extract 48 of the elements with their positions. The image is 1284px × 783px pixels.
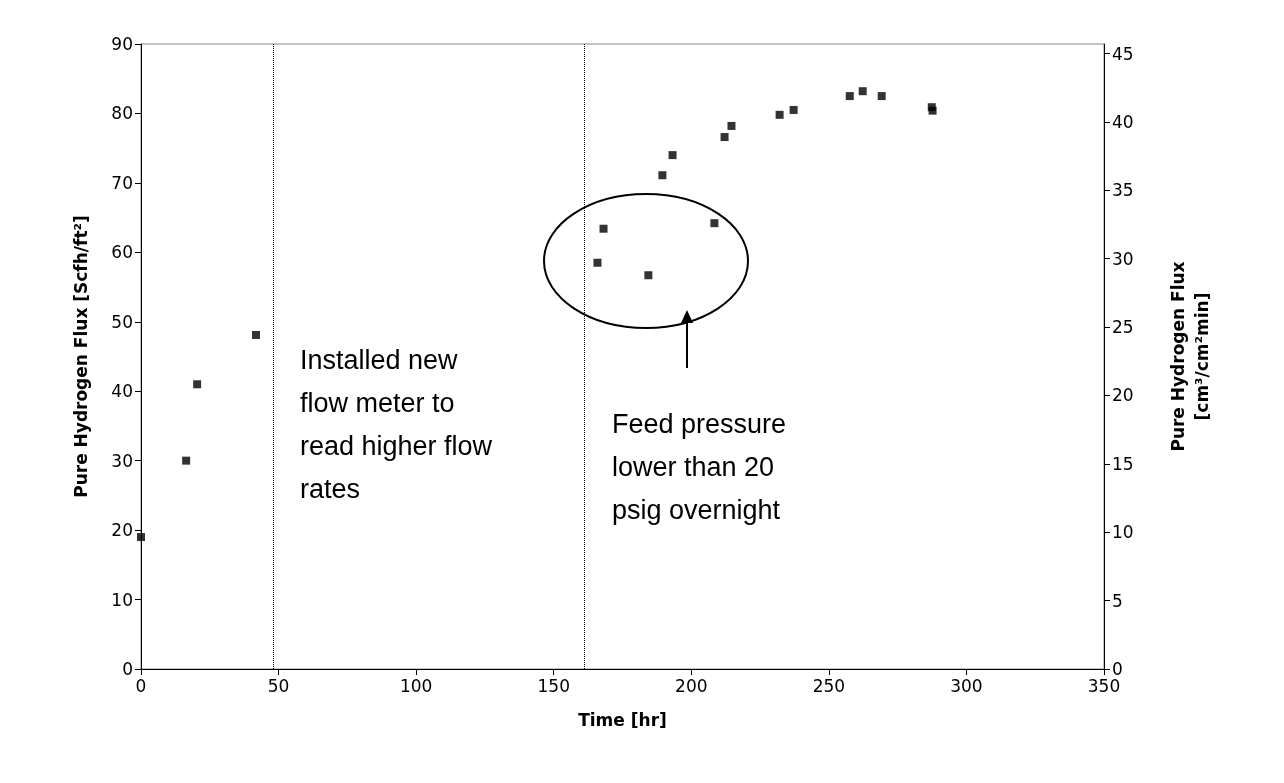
y-tick-label: 50 — [111, 311, 133, 332]
x-tick-label: 0 — [135, 675, 147, 696]
point — [644, 271, 653, 280]
x-axis-title: Time [hr] — [578, 709, 667, 730]
point — [727, 121, 736, 130]
y-tick-label: 20 — [111, 520, 133, 541]
point — [593, 258, 602, 267]
point — [658, 171, 667, 180]
point — [775, 110, 784, 119]
y2-tick-label: 35 — [1112, 180, 1134, 201]
point — [720, 133, 729, 142]
y2-tick-label: 45 — [1112, 43, 1134, 64]
x-tick-label: 100 — [399, 675, 433, 696]
point — [599, 224, 608, 233]
y2-tick-label: 30 — [1112, 248, 1134, 269]
annotation: Feed pressure lower than 20 psig overnight — [612, 408, 787, 525]
point — [182, 456, 191, 465]
y-tick-label: 40 — [111, 381, 133, 402]
point — [858, 87, 867, 96]
point — [193, 380, 202, 389]
y-tick-label: 0 — [122, 659, 133, 679]
y-tick-label: 70 — [111, 172, 133, 193]
y-tick-label: 10 — [111, 589, 133, 610]
annotation: Installed new flow meter to read higher flow rates — [300, 344, 493, 504]
point — [252, 330, 261, 339]
x-tick-label: 50 — [267, 675, 290, 696]
x-tick-label: 200 — [675, 675, 708, 696]
x-tick-label: 150 — [537, 675, 570, 696]
y-tick-label: 60 — [111, 242, 133, 263]
point — [710, 219, 719, 228]
y-tick-label: 80 — [111, 103, 133, 124]
y2-tick-label: 20 — [1112, 385, 1134, 406]
y2-tick-label: 40 — [1112, 111, 1134, 132]
y-tick-label: 30 — [111, 450, 133, 471]
point — [668, 151, 677, 160]
point — [137, 533, 145, 542]
x-tick-label: 250 — [812, 675, 846, 696]
point — [845, 92, 854, 101]
y-tick-label: 90 — [111, 34, 133, 54]
x-tick-label: 300 — [950, 675, 983, 696]
y2-axis-title: Pure Hydrogen Flux [cm³/cm²min] — [1168, 261, 1212, 452]
y-axis-title: Pure Hydrogen Flux [Scfh/ft²] — [70, 215, 91, 498]
y2-tick-label: 5 — [1112, 590, 1123, 611]
y2-tick-label: 15 — [1112, 453, 1134, 474]
point — [877, 92, 886, 101]
y2-tick-label: 10 — [1112, 522, 1134, 543]
y2-tick-label: 25 — [1112, 317, 1134, 338]
point — [789, 105, 798, 114]
